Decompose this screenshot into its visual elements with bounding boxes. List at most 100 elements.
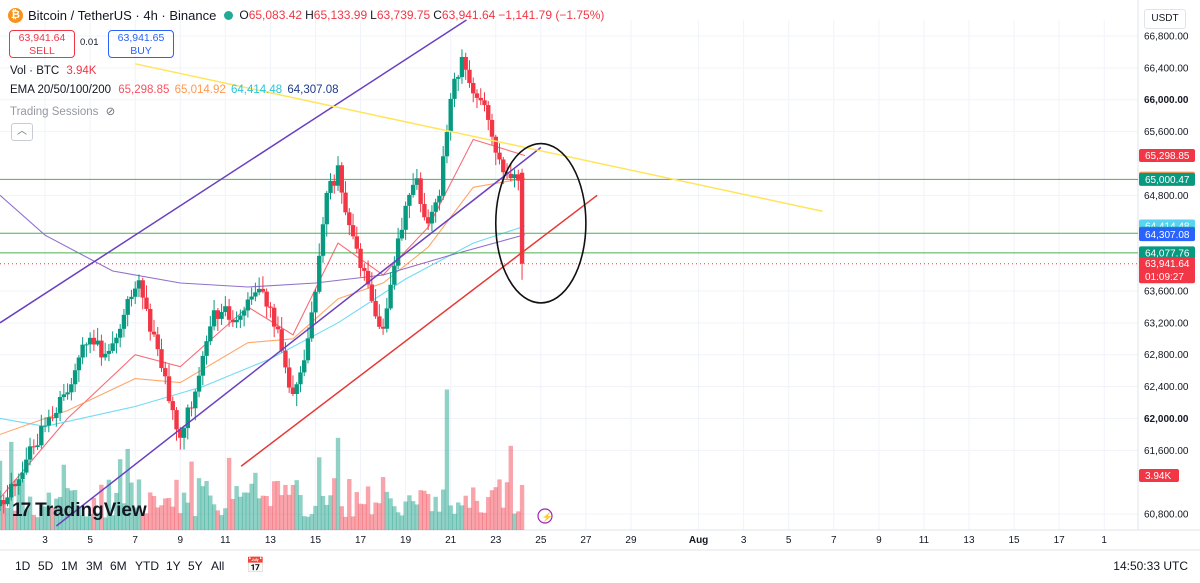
candle-body <box>256 288 262 293</box>
price-label-text: 65,000.47 <box>1145 175 1190 186</box>
candle-body <box>486 105 491 120</box>
candle-body <box>392 265 397 285</box>
candle-body <box>320 224 326 256</box>
candle-body <box>219 312 224 319</box>
timeframe-1d[interactable]: 1D <box>15 559 31 573</box>
timeframe-1m[interactable]: 1M <box>61 559 78 573</box>
candle-body <box>305 338 311 361</box>
volume-bar <box>54 498 59 530</box>
candle-body <box>163 368 168 377</box>
trading-sessions-indicator[interactable]: Trading Sessions ⊘ <box>10 104 115 118</box>
volume-bar <box>178 513 183 530</box>
volume-bar <box>332 478 337 530</box>
volume-bar <box>324 504 329 530</box>
volume-bar <box>414 504 420 530</box>
tradingview-logo-text: TradingView <box>35 500 147 521</box>
volume-bar <box>444 389 450 530</box>
candle-body <box>463 56 468 70</box>
candle-body <box>234 319 239 323</box>
candle-body <box>249 296 254 300</box>
eye-hidden-icon[interactable]: ⊘ <box>105 106 116 118</box>
volume-bar <box>440 489 446 530</box>
volume-indicator[interactable]: Vol · BTC 3.94K <box>10 65 96 77</box>
volume-bar <box>478 512 483 530</box>
candle-body <box>335 165 341 186</box>
ema50-value: 65,014.92 <box>174 84 226 96</box>
volume-bar <box>275 480 281 530</box>
candle-body <box>193 391 198 409</box>
candle-body <box>148 308 153 332</box>
currency-selector[interactable]: USDT <box>1144 9 1186 29</box>
candle-body <box>501 159 506 173</box>
candle-body <box>151 331 157 335</box>
volume-bar <box>84 516 89 530</box>
volume-bar <box>347 479 352 530</box>
candle-body <box>31 446 37 448</box>
volume-bar <box>76 506 82 530</box>
candle-body <box>275 326 281 330</box>
candle-body <box>512 174 517 179</box>
candle-body <box>1 500 6 505</box>
close-value: 63,941.64 <box>441 8 496 22</box>
buy-button[interactable]: 63,941.65 BUY <box>108 30 174 58</box>
timeframe-ytd[interactable]: YTD <box>135 559 159 573</box>
volume-bar <box>1 500 6 530</box>
date-range-calendar-icon[interactable]: 📅 <box>246 557 265 574</box>
volume-bar <box>309 514 314 530</box>
x-tick-label: 1 <box>1101 535 1107 546</box>
candle-body <box>9 483 14 498</box>
candle-body <box>395 238 401 266</box>
timeframe-5d[interactable]: 5D <box>38 559 54 573</box>
volume-bar <box>519 485 525 530</box>
timeframe-all[interactable]: All <box>211 559 225 573</box>
volume-bar <box>163 498 168 530</box>
volume-bar <box>335 437 341 530</box>
candle-body <box>328 180 333 193</box>
price-label-box <box>1139 172 1195 186</box>
candle-body <box>223 306 228 313</box>
candle-body <box>84 344 89 346</box>
timeframe-1y[interactable]: 1Y <box>166 559 181 573</box>
candle-body <box>384 308 390 329</box>
x-tick-label: 17 <box>1054 535 1066 546</box>
volume-bar <box>80 515 85 530</box>
candle-body <box>444 132 450 157</box>
volume-bar <box>140 514 145 530</box>
candle-body <box>245 299 251 311</box>
collapse-legend-button[interactable]: ︿ <box>11 123 33 141</box>
volume-bar <box>16 486 21 530</box>
timeframe-3m[interactable]: 3M <box>86 559 103 573</box>
utc-clock[interactable]: 14:50:33 UTC <box>1113 559 1188 573</box>
candle-body <box>230 319 236 323</box>
volume-bar <box>350 516 356 530</box>
candle-body <box>343 192 348 213</box>
volume-bar <box>286 494 292 530</box>
candle-body <box>440 156 446 196</box>
candle-body <box>241 310 247 316</box>
y-tick-label: 62,400.00 <box>1144 382 1189 393</box>
volume-bar <box>31 514 37 530</box>
volume-bar <box>69 490 74 530</box>
volume-bar <box>399 515 405 530</box>
candle-body <box>474 93 480 98</box>
volume-bar <box>211 504 217 530</box>
sell-price: 63,941.64 <box>18 32 66 44</box>
volume-bar <box>57 497 63 530</box>
volume-bar <box>151 496 157 530</box>
candle-body <box>268 306 273 308</box>
volume-bar <box>437 511 442 530</box>
countdown-label-text: 01:09:27 <box>1145 272 1184 283</box>
timeframe-6m[interactable]: 6M <box>110 559 127 573</box>
candle-body <box>519 172 525 264</box>
volume-bar <box>407 495 412 530</box>
candle-body <box>144 297 149 309</box>
sell-button[interactable]: 63,941.64 SELL <box>9 30 75 58</box>
timeframe-5y[interactable]: 5Y <box>188 559 203 573</box>
candle-body <box>189 407 194 409</box>
candle-body <box>166 376 172 402</box>
symbol-title[interactable]: Bitcoin / TetherUS · 4h · Binance <box>28 7 217 23</box>
candle-body <box>324 192 329 225</box>
ema-indicator[interactable]: EMA 20/50/100/200 65,298.85 65,014.92 64… <box>10 84 339 96</box>
